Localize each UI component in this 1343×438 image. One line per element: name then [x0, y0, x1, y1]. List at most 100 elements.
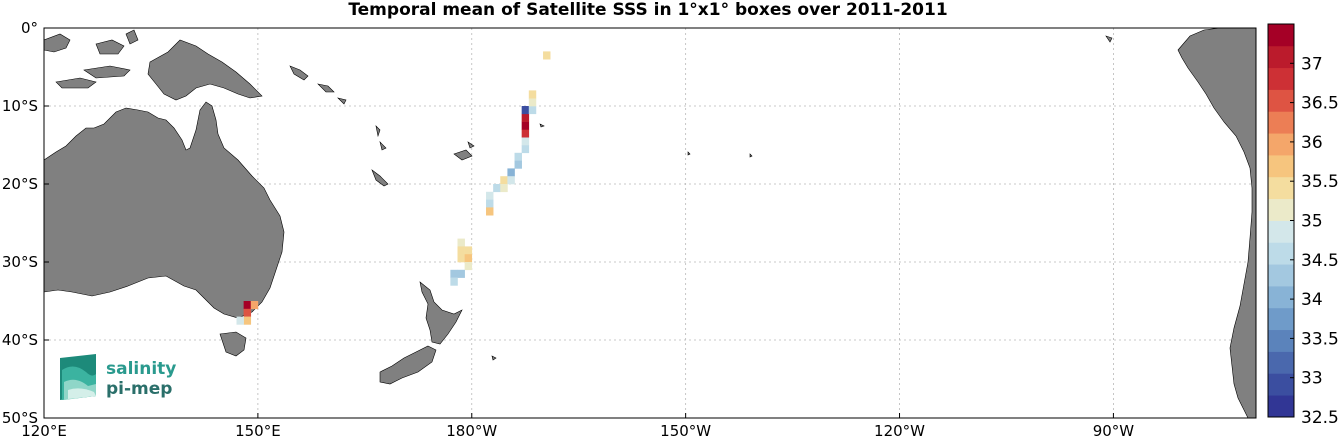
sss-cell — [521, 113, 530, 122]
colorbar-swatch — [1268, 329, 1294, 352]
salinity-pi-mep-logo: salinity pi-mep — [60, 354, 176, 400]
colorbar-swatch — [1268, 307, 1294, 331]
colorbar-swatch — [1268, 89, 1294, 112]
sss-cell — [521, 145, 530, 154]
sss-cell — [486, 199, 494, 208]
map-area — [44, 28, 1256, 418]
land-new-caledonia — [371, 169, 389, 187]
colorbar-swatch — [1268, 67, 1294, 90]
land-australia — [44, 101, 285, 319]
colorbar-tick-label: 35 — [1301, 212, 1323, 232]
sss-cell — [528, 90, 537, 99]
land-vanuatu — [375, 125, 387, 151]
sss-cell — [464, 254, 473, 263]
sss-cell — [500, 184, 508, 193]
sss-cell — [514, 160, 522, 169]
sss-cell — [521, 137, 530, 146]
colorbar-swatch — [1268, 242, 1294, 265]
colorbar-tick-label: 35.5 — [1301, 172, 1339, 192]
colorbar-tick-label: 36 — [1301, 133, 1323, 153]
x-tick-label: 120°W — [874, 422, 925, 438]
sss-cell — [464, 246, 473, 255]
colorbar-swatch — [1268, 264, 1294, 287]
sss-cell — [564, 28, 572, 29]
map-frame — [43, 27, 1257, 419]
colorbar-tick-label: 34 — [1301, 290, 1323, 310]
sss-cell — [486, 191, 494, 200]
colorbar-swatch — [1268, 133, 1294, 156]
x-tick-label: 90°W — [1093, 422, 1135, 438]
sss-cell — [493, 184, 501, 193]
colorbar-swatch — [1268, 24, 1294, 47]
sss-cell — [243, 308, 252, 317]
y-tick-label: 20°S — [2, 175, 38, 193]
land-fiji — [453, 141, 475, 161]
sss-cell — [243, 301, 252, 310]
sss-cell — [457, 246, 465, 255]
sss-cell — [457, 238, 465, 247]
land-new-guinea — [147, 39, 263, 101]
colorbar: 32.5 33 33.5 34 34.5 35 35.5 36 36.5 37 — [1267, 23, 1339, 428]
land-small-islands — [491, 123, 753, 361]
axis-ticks: 120°E 150°E 180°W 150°W 120°W 90°W 0° 10°S 20°S 3… — [2, 19, 1134, 438]
land-new-zealand-south — [379, 345, 437, 385]
sss-cell — [543, 51, 551, 60]
colorbar-tick-label: 36.5 — [1301, 94, 1339, 114]
land-galapagos — [1105, 35, 1113, 43]
land-solomon-islands — [289, 65, 347, 105]
colorbar-swatch — [1268, 198, 1294, 221]
sss-cell — [521, 121, 530, 130]
x-tick-label: 150°E — [235, 422, 281, 438]
colorbar-tick-label: 33.5 — [1301, 329, 1339, 349]
y-tick-label: 40°S — [2, 331, 38, 349]
sss-cell — [500, 176, 508, 185]
sss-cell — [243, 316, 252, 325]
colorbar-swatch — [1268, 286, 1294, 309]
colorbar-swatch — [1268, 111, 1294, 134]
sss-cells — [236, 28, 572, 325]
colorbar-swatch — [1268, 373, 1294, 396]
x-tick-label: 120°E — [21, 422, 67, 438]
colorbar-swatch — [1268, 176, 1294, 200]
sss-cell — [521, 106, 530, 115]
y-tick-label: 10°S — [2, 97, 38, 115]
land-tasmania — [219, 331, 247, 357]
land-south-america — [1177, 28, 1256, 418]
sss-cell — [457, 254, 465, 263]
colorbar-swatch — [1268, 45, 1294, 69]
colorbar-tick-label: 34.5 — [1301, 251, 1339, 271]
land-indonesia-islands — [44, 29, 139, 89]
sss-cell — [486, 207, 494, 216]
sss-cell — [464, 262, 473, 271]
sss-cell — [450, 269, 458, 278]
land-masses — [44, 28, 1256, 418]
sss-cell — [457, 269, 465, 278]
map-title: Temporal mean of Satellite SSS in 1°x1° … — [348, 0, 947, 20]
colorbar-tick-label: 33 — [1301, 369, 1323, 389]
colorbar-swatch — [1268, 155, 1294, 178]
sss-cell — [450, 277, 458, 286]
colorbar-swatch — [1268, 395, 1294, 418]
y-tick-label: 30°S — [2, 253, 38, 271]
y-tick-label: 0° — [21, 19, 38, 37]
logo-icon — [60, 354, 96, 400]
colorbar-tick-label: 37 — [1301, 54, 1323, 74]
logo-text-salinity: salinity — [106, 359, 176, 379]
sss-cell — [507, 176, 515, 185]
colorbar-swatch — [1268, 220, 1294, 243]
sss-cell — [514, 152, 522, 161]
x-tick-label: 150°W — [660, 422, 711, 438]
sss-cell — [528, 106, 537, 115]
sss-cell — [507, 168, 515, 177]
land-new-zealand-north — [419, 281, 463, 345]
y-tick-label: 50°S — [2, 409, 38, 427]
logo-text-pi-mep: pi-mep — [106, 379, 172, 399]
sss-cell — [236, 316, 244, 325]
sss-cell — [528, 98, 537, 107]
colorbar-tick-label: 32.5 — [1301, 408, 1339, 428]
x-tick-label: 180°W — [446, 422, 497, 438]
colorbar-swatch — [1268, 351, 1294, 374]
sss-cell — [250, 301, 259, 310]
sss-cell — [521, 129, 530, 138]
